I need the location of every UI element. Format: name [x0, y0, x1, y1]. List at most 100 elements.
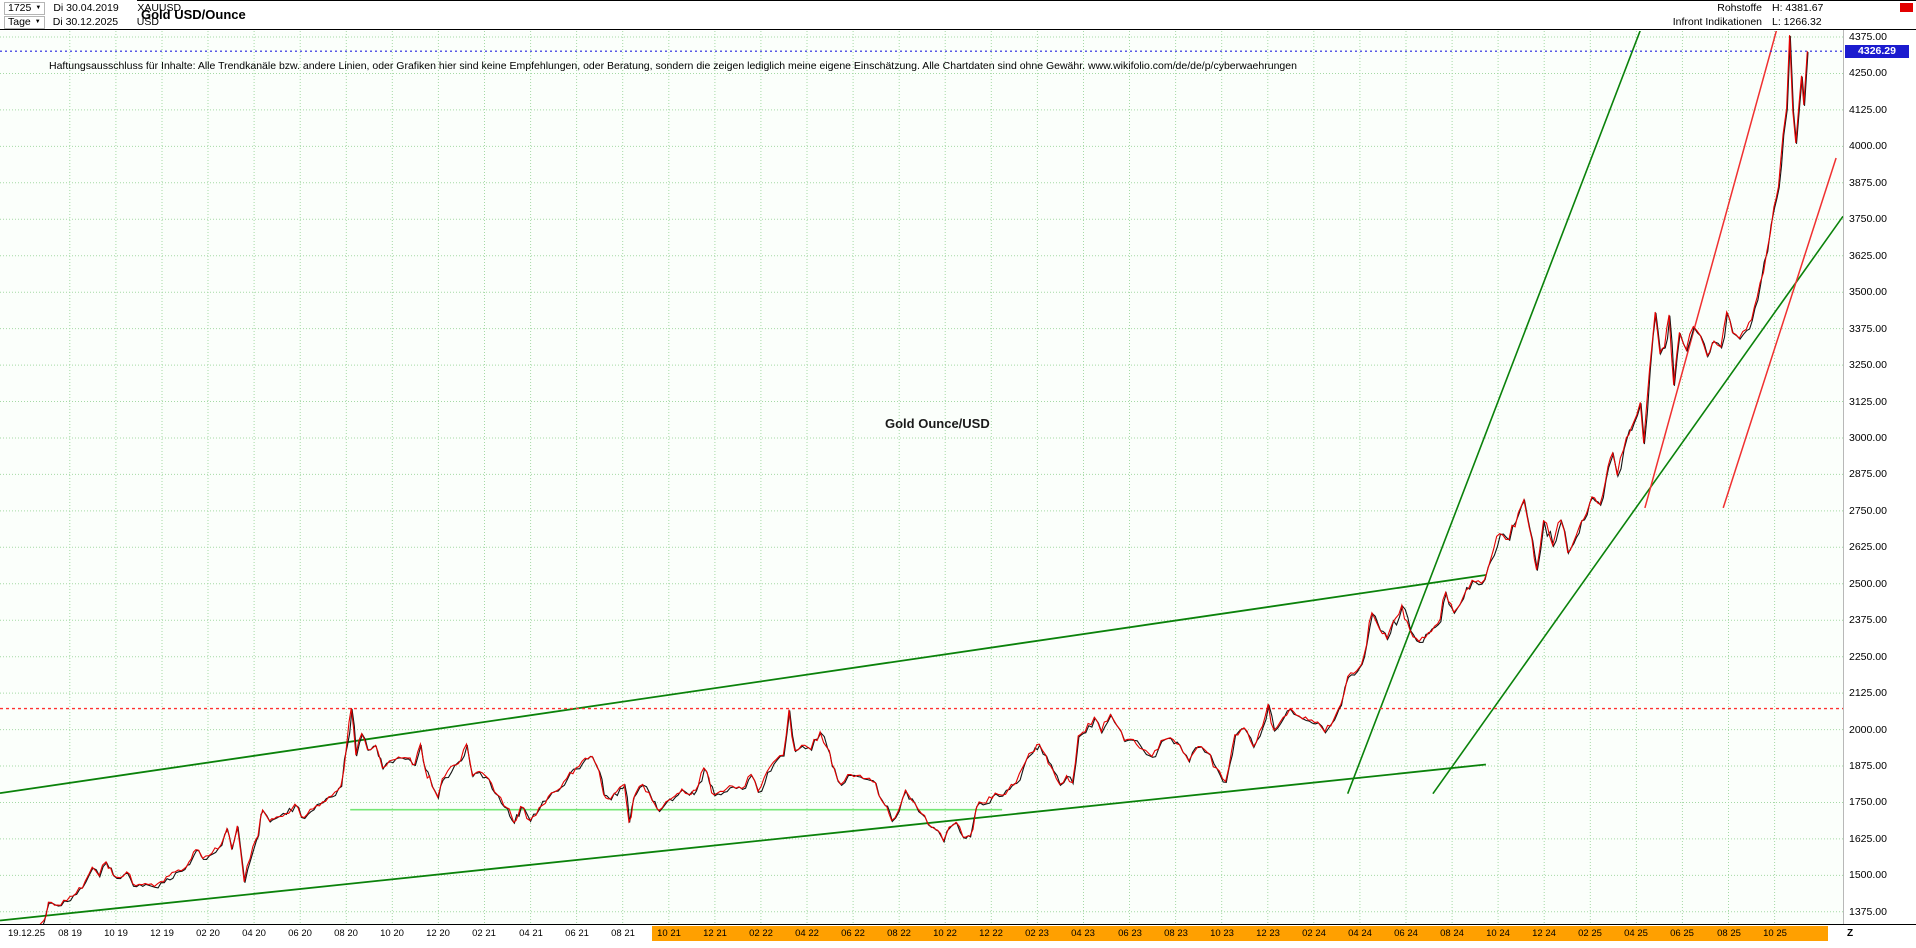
provider-label: Infront Indikationen [1672, 16, 1762, 28]
time-axis-label: 08 21 [611, 928, 635, 939]
status-date: 19.12.25 [8, 928, 45, 939]
price-axis-label: 1750.00 [1849, 796, 1887, 808]
price-axis-label: 3375.00 [1849, 323, 1887, 335]
time-axis-label: 04 24 [1348, 928, 1372, 939]
price-axis-label: 1875.00 [1849, 760, 1887, 772]
time-axis-label: 10 20 [380, 928, 404, 939]
price-axis-label: 4250.00 [1849, 67, 1887, 79]
time-axis-label: 12 24 [1532, 928, 1556, 939]
chart-canvas[interactable] [0, 31, 1843, 924]
chart-header: 1725 ▼ Di 30.04.2019 XAUUSD Tage ▼ Di 30… [0, 0, 1916, 30]
price-axis-label: 2875.00 [1849, 468, 1887, 480]
acceleration-channel-left [1644, 31, 1778, 509]
price-axis-label: 2625.00 [1849, 541, 1887, 553]
price-axis-label: 3500.00 [1849, 286, 1887, 298]
time-axis-highlight [652, 926, 1828, 941]
time-axis-label: 10 23 [1210, 928, 1234, 939]
price-axis-label: 3250.00 [1849, 359, 1887, 371]
time-axis-label: 08 22 [887, 928, 911, 939]
price-axis-label: 3125.00 [1849, 396, 1887, 408]
time-axis-label: 12 20 [426, 928, 450, 939]
price-axis-label: 3875.00 [1849, 177, 1887, 189]
price-series-shadow [42, 35, 1809, 924]
price-axis-label: 3000.00 [1849, 432, 1887, 444]
disclaimer-text: Haftungsausschluss für Inhalte: Alle Tre… [49, 60, 1297, 72]
time-axis-label: 10 25 [1763, 928, 1787, 939]
time-axis-label: 12 21 [703, 928, 727, 939]
time-axis-label: 04 25 [1624, 928, 1648, 939]
price-axis-label: 2375.00 [1849, 614, 1887, 626]
time-axis-label: 02 24 [1302, 928, 1326, 939]
time-axis-label: 06 20 [288, 928, 312, 939]
time-axis-label: 08 23 [1164, 928, 1188, 939]
time-axis-label: 08 24 [1440, 928, 1464, 939]
time-axis-label: 12 23 [1256, 928, 1280, 939]
time-axis-label: 04 21 [519, 928, 543, 939]
dropdown-arrow-icon: ▼ [35, 5, 42, 11]
time-axis-label: 08 25 [1717, 928, 1741, 939]
date-to-label: Di 30.12.2025 [52, 16, 119, 28]
price-axis-label: 1500.00 [1849, 869, 1887, 881]
time-axis-label: 10 24 [1486, 928, 1510, 939]
category-label: Rohstoffe [1717, 2, 1762, 14]
time-axis-label: 06 21 [565, 928, 589, 939]
currency-label: USD [136, 16, 159, 28]
price-axis-label: 3625.00 [1849, 250, 1887, 262]
time-axis-label: 12 19 [150, 928, 174, 939]
price-axis-label: 2750.00 [1849, 505, 1887, 517]
corner-marker [1900, 3, 1913, 12]
price-axis-label: 3750.00 [1849, 213, 1887, 225]
low-value: L: 1266.32 [1772, 16, 1822, 28]
time-axis-label: 04 22 [795, 928, 819, 939]
price-axis-label: 4000.00 [1849, 140, 1887, 152]
time-axis-label: 08 20 [334, 928, 358, 939]
acceleration-channel-right [1722, 157, 1837, 509]
dropdown-arrow-icon: ▼ [34, 19, 41, 25]
time-axis-label: 06 25 [1670, 928, 1694, 939]
price-axis-label: 1625.00 [1849, 833, 1887, 845]
timeframe-value: Tage [8, 16, 31, 28]
long-channel-lower [0, 763, 1486, 922]
time-axis-label: 04 20 [242, 928, 266, 939]
high-value: H: 4381.67 [1772, 2, 1824, 14]
price-axis-label: 2250.00 [1849, 651, 1887, 663]
panel-top-border [137, 0, 1916, 1]
price-axis-label: 4375.00 [1849, 31, 1887, 43]
time-axis-label: 02 20 [196, 928, 220, 939]
bars-count-dropdown[interactable]: 1725 ▼ [4, 1, 46, 15]
time-axis-label: 02 21 [472, 928, 496, 939]
price-series [39, 35, 1808, 924]
time-axis-label: 02 23 [1025, 928, 1049, 939]
zoom-button[interactable]: Z [1847, 928, 1854, 939]
symbol-label: XAUUSD [137, 2, 182, 14]
time-axis-label: 06 22 [841, 928, 865, 939]
chart-title: Gold USD/Ounce [141, 7, 246, 22]
price-axis-label: 1375.00 [1849, 906, 1887, 918]
price-axis-label: 2500.00 [1849, 578, 1887, 590]
price-axis[interactable]: 4326.29 4375.00 4250.00 4125.00 4000.00 3875… [1843, 0, 1916, 948]
last-price-badge: 4326.29 [1845, 45, 1909, 58]
chart-plot-area[interactable]: Haftungsausschluss für Inhalte: Alle Tre… [0, 31, 1843, 924]
time-axis-label: 06 24 [1394, 928, 1418, 939]
steep-channel-left [1346, 31, 1641, 794]
time-axis-label: 06 23 [1118, 928, 1142, 939]
instrument-watermark: Gold Ounce/USD [885, 416, 990, 431]
time-axis-label: 10 22 [933, 928, 957, 939]
grid [0, 31, 1843, 924]
time-axis-label: 04 23 [1071, 928, 1095, 939]
instrument-info: Rohstoffe H: 4381.67 Infront Indikatione… [1673, 1, 1838, 29]
price-axis-label: 2125.00 [1849, 687, 1887, 699]
timeframe-dropdown[interactable]: Tage ▼ [4, 15, 45, 29]
time-axis-label: 10 21 [657, 928, 681, 939]
time-axis[interactable]: 19.12.25 Z 08 19 10 19 12 19 02 20 04 20 06 2… [0, 924, 1916, 948]
steep-channel-right [1432, 215, 1843, 795]
price-axis-label: 2000.00 [1849, 724, 1887, 736]
time-axis-label: 02 25 [1578, 928, 1602, 939]
time-axis-label: 10 19 [104, 928, 128, 939]
time-axis-label: 08 19 [58, 928, 82, 939]
time-axis-label: 12 22 [979, 928, 1003, 939]
long-channel-upper [0, 574, 1487, 794]
time-axis-label: 02 22 [749, 928, 773, 939]
date-from-label: Di 30.04.2019 [53, 2, 119, 14]
